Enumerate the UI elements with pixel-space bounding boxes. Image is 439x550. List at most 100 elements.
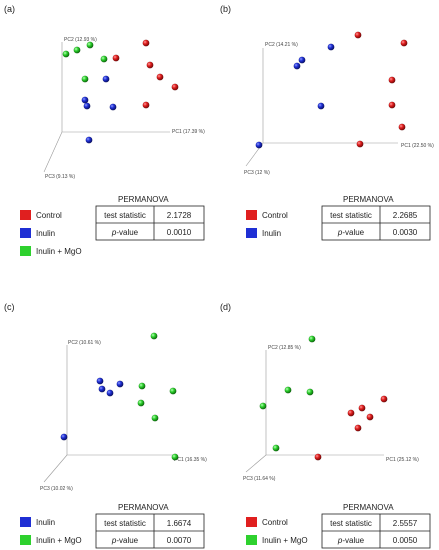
legend-swatch-control-a xyxy=(20,210,31,220)
legend-d: Control Inulin + MgO xyxy=(246,517,308,545)
point-inulin-b-11 xyxy=(255,141,263,149)
permanova-row-label-2-c: p-value xyxy=(111,536,139,545)
point-control-d-2 xyxy=(358,404,366,412)
point-inulin-mgo-a-13 xyxy=(73,46,81,54)
point-inulin-mgo-d-9 xyxy=(306,388,314,396)
axis-line-z-a xyxy=(43,131,63,173)
point-control-d-1 xyxy=(380,395,388,403)
legend-swatch-inulin-mgo-a xyxy=(20,246,31,256)
point-control-b-4 xyxy=(388,101,396,109)
legend-swatch-control-d xyxy=(246,517,257,527)
point-control-b-6 xyxy=(356,140,364,148)
axis-label-z-b: PC3 (12 %) xyxy=(244,170,270,176)
legend-label-control-b: Control xyxy=(262,211,288,220)
axis-label-x-c: PC1 (16.35 %) xyxy=(174,457,207,463)
point-inulin-mgo-c-6 xyxy=(150,332,158,340)
point-inulin-b-8 xyxy=(298,56,306,64)
legend-swatch-inulin-a xyxy=(20,228,31,238)
legend-swatch-control-b xyxy=(246,210,257,220)
point-control-b-5 xyxy=(398,123,406,131)
point-inulin-mgo-c-10 xyxy=(151,414,159,422)
point-control-a-2 xyxy=(112,54,120,62)
permanova-title-a: PERMANOVA xyxy=(118,195,169,204)
legend-label-inulin-mgo-d: Inulin + MgO xyxy=(262,536,308,545)
points-layer-b xyxy=(255,31,408,149)
permanova-title-b: PERMANOVA xyxy=(343,195,394,204)
permanova-table-a: PERMANOVA test statistic 2.1728 p-value … xyxy=(95,195,205,241)
panel-label-b: (b) xyxy=(220,4,231,14)
point-control-b-3 xyxy=(388,76,396,84)
permanova-title-c: PERMANOVA xyxy=(118,503,169,512)
permanova-row-value-2-c: 0.0070 xyxy=(167,536,192,545)
permanova-row-label-1-d: test statistic xyxy=(330,519,372,528)
permanova-title-d: PERMANOVA xyxy=(343,503,394,512)
point-inulin-mgo-c-7 xyxy=(138,382,146,390)
point-inulin-a-8 xyxy=(81,96,89,104)
axis-label-x-a: PC1 (17.39 %) xyxy=(172,129,205,135)
permanova-row-value-1-d: 2.5557 xyxy=(393,519,418,528)
panel-label-c: (c) xyxy=(4,302,15,312)
legend-label-inulin-mgo-a: Inulin + MgO xyxy=(36,247,82,256)
point-inulin-b-7 xyxy=(327,43,335,51)
permanova-row-value-1-a: 2.1728 xyxy=(167,211,192,220)
permanova-row-label-2-d: p-value xyxy=(337,536,365,545)
point-inulin-a-9 xyxy=(83,102,91,110)
point-inulin-mgo-c-9 xyxy=(137,399,145,407)
axis-line-z-c xyxy=(43,454,68,483)
point-control-a-6 xyxy=(142,101,150,109)
point-inulin-mgo-a-14 xyxy=(86,41,94,49)
point-inulin-mgo-c-8 xyxy=(169,387,177,395)
axis-label-y-b: PC2 (14.21 %) xyxy=(265,42,298,48)
point-inulin-mgo-a-15 xyxy=(100,55,108,63)
point-inulin-a-7 xyxy=(102,75,110,83)
axis-label-y-a: PC2 (12.93 %) xyxy=(64,37,97,43)
axis-label-z-d: PC3 (11.64 %) xyxy=(243,476,276,482)
point-inulin-b-9 xyxy=(293,62,301,70)
legend-label-control-a: Control xyxy=(36,211,62,220)
legend-swatch-inulin-mgo-c xyxy=(20,535,31,545)
point-control-b-1 xyxy=(354,31,362,39)
point-inulin-mgo-d-7 xyxy=(308,335,316,343)
permanova-row-value-1-b: 2.2685 xyxy=(393,211,418,220)
permanova-row-label-1-a: test statistic xyxy=(104,211,146,220)
legend-label-control-d: Control xyxy=(262,518,288,527)
legend-b: Control Inulin xyxy=(246,210,288,238)
point-inulin-c-5 xyxy=(60,433,68,441)
legend-label-inulin-a: Inulin xyxy=(36,229,55,238)
permanova-row-label-1-b: test statistic xyxy=(330,211,372,220)
panel-d: (d) PC1 (25.12 %) PC2 (12.85 %) PC3 (11.… xyxy=(220,302,431,549)
point-inulin-mgo-c-11 xyxy=(171,453,179,461)
point-inulin-mgo-a-12 xyxy=(62,50,70,58)
point-control-b-2 xyxy=(400,39,408,47)
point-control-d-5 xyxy=(354,424,362,432)
point-control-d-6 xyxy=(314,453,322,461)
point-control-d-4 xyxy=(366,413,374,421)
point-inulin-mgo-d-11 xyxy=(272,444,280,452)
axis-label-y-c: PC2 (10.61 %) xyxy=(68,340,101,346)
panel-b: (b) PC1 (22.50 %) PC2 (14.21 %) PC3 (12 … xyxy=(220,4,434,241)
point-inulin-mgo-d-10 xyxy=(259,402,267,410)
legend-c: Inulin Inulin + MgO xyxy=(20,517,82,545)
permanova-row-value-2-a: 0.0010 xyxy=(167,228,192,237)
points-layer-d xyxy=(259,335,388,461)
panel-c: (c) PC1 (16.35 %) PC2 (10.61 %) PC3 (10.… xyxy=(4,302,207,549)
permanova-row-value-1-c: 1.6674 xyxy=(167,519,192,528)
axis-label-z-c: PC3 (10.02 %) xyxy=(40,486,73,492)
axis-label-x-d: PC1 (25.12 %) xyxy=(386,457,419,463)
point-inulin-c-4 xyxy=(106,389,114,397)
permanova-table-d: PERMANOVA test statistic 2.5557 p-value … xyxy=(321,503,431,549)
point-inulin-c-2 xyxy=(116,380,124,388)
legend-swatch-inulin-mgo-d xyxy=(246,535,257,545)
axis-label-z-a: PC3 (9.13 %) xyxy=(45,174,75,180)
panel-a: (a) PC1 (17.39 %) PC2 (12.93 %) PC3 (9.1… xyxy=(4,4,205,256)
permanova-table-c: PERMANOVA test statistic 1.6674 p-value … xyxy=(95,503,205,549)
legend-swatch-inulin-c xyxy=(20,517,31,527)
points-layer-a xyxy=(62,39,179,144)
permanova-row-label-1-c: test statistic xyxy=(104,519,146,528)
permanova-table-b: PERMANOVA test statistic 2.2685 p-value … xyxy=(321,195,431,241)
point-inulin-a-11 xyxy=(85,136,93,144)
point-inulin-c-1 xyxy=(96,377,104,385)
axis-label-x-b: PC1 (22.50 %) xyxy=(401,143,434,149)
point-control-a-5 xyxy=(171,83,179,91)
point-inulin-mgo-d-8 xyxy=(284,386,292,394)
